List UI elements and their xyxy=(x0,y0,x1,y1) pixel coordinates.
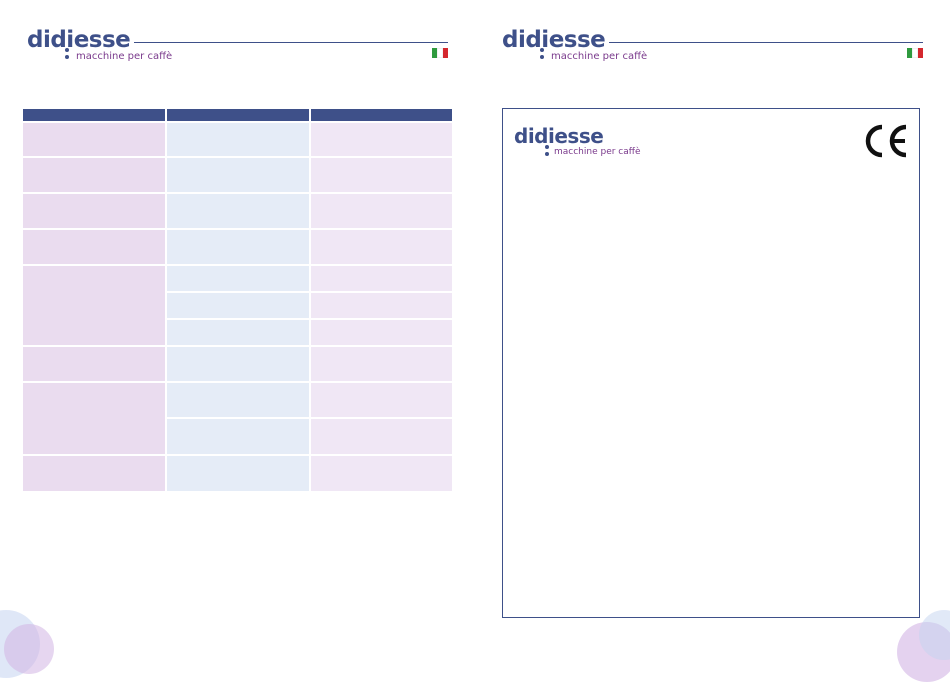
brand-tagline: macchine per caffè xyxy=(554,147,641,157)
italian-flag-icon xyxy=(432,48,448,58)
table-cell xyxy=(311,266,452,291)
logo-dot xyxy=(545,145,549,149)
table-header-cell xyxy=(311,109,452,121)
table-row xyxy=(23,123,452,156)
brand-name: didiesse xyxy=(502,27,606,53)
table-label-cell xyxy=(23,194,165,228)
logo-dot xyxy=(545,152,549,156)
brand-logo: didiesse macchine per caffè xyxy=(27,29,177,69)
right-page: didiesse macchine per caffè didiesse mac… xyxy=(475,0,950,682)
table-cell xyxy=(167,456,309,491)
table-cell xyxy=(167,347,309,381)
table-cell xyxy=(167,194,309,228)
table-header-cell xyxy=(23,109,165,121)
table-label-cell xyxy=(23,383,165,454)
table-row xyxy=(23,194,452,228)
table-cell xyxy=(311,419,452,454)
table-row xyxy=(23,347,452,381)
table-cell xyxy=(311,347,452,381)
left-page: didiesse macchine per caffè xyxy=(0,0,475,678)
ce-mark-icon xyxy=(865,124,907,158)
certificate-brand-logo: didiesse macchine per caffè xyxy=(514,126,644,160)
decorative-circle xyxy=(4,624,54,674)
table-cell xyxy=(167,158,309,192)
certificate-box: didiesse macchine per caffè xyxy=(502,108,920,618)
table-cell xyxy=(311,456,452,491)
table-label-cell xyxy=(23,347,165,381)
logo-dot xyxy=(540,55,544,59)
table-cell xyxy=(167,419,309,454)
table-label-cell xyxy=(23,123,165,156)
brand-name: didiesse xyxy=(514,124,604,148)
table-cell xyxy=(167,230,309,264)
brand-tagline: macchine per caffè xyxy=(551,51,648,62)
table-cell xyxy=(311,293,452,318)
table-cell xyxy=(167,293,309,318)
header-rule xyxy=(609,42,923,43)
table-header-cell xyxy=(167,109,309,121)
specs-table xyxy=(23,109,452,491)
table-cell xyxy=(311,194,452,228)
brand-name: didiesse xyxy=(27,27,131,53)
table-row xyxy=(23,456,452,491)
table-row xyxy=(23,266,452,345)
table-cell xyxy=(311,123,452,156)
brand-logo: didiesse macchine per caffè xyxy=(502,29,652,69)
table-cell xyxy=(167,123,309,156)
table-row xyxy=(23,383,452,454)
table-header xyxy=(23,109,452,121)
table-row xyxy=(23,158,452,192)
table-label-cell xyxy=(23,456,165,491)
table-cell xyxy=(167,266,309,291)
table-label-cell xyxy=(23,158,165,192)
logo-dot xyxy=(65,55,69,59)
brand-tagline: macchine per caffè xyxy=(76,51,173,62)
logo-dot xyxy=(65,48,69,52)
header-rule xyxy=(134,42,448,43)
table-label-cell xyxy=(23,266,165,345)
table-cell xyxy=(311,383,452,417)
table-cell xyxy=(311,158,452,192)
table-cell xyxy=(167,320,309,345)
table-row xyxy=(23,230,452,264)
table-cell xyxy=(311,230,452,264)
logo-dot xyxy=(540,48,544,52)
table-label-cell xyxy=(23,230,165,264)
table-cell xyxy=(311,320,452,345)
table-cell xyxy=(167,383,309,417)
italian-flag-icon xyxy=(907,48,923,58)
